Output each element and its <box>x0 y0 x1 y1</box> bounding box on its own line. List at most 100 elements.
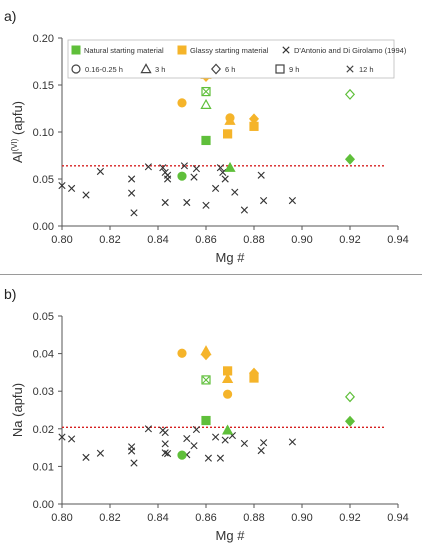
data-point-glassy-triangle <box>224 114 236 125</box>
data-point-literature-x <box>164 450 172 458</box>
legend-label: 0.16-0.25 h <box>85 65 123 74</box>
legend-marker <box>140 63 152 74</box>
data-point-literature-x <box>58 433 66 441</box>
y-tick-label: 0.20 <box>33 33 54 45</box>
legend-entry-duration: 12 h <box>346 65 374 74</box>
data-point-literature-x <box>161 198 169 207</box>
data-point-literature-x <box>58 181 66 190</box>
data-point-literature-x <box>128 447 136 455</box>
data-point-natural-triangle <box>224 161 236 172</box>
data-point-natural-diamond <box>344 391 356 403</box>
y-tick-label: 0.02 <box>33 424 54 436</box>
data-point-literature-x <box>190 442 198 450</box>
x-tick-label: 0.80 <box>51 234 72 246</box>
data-point-literature-x <box>219 168 227 177</box>
data-point-literature-x <box>164 175 172 183</box>
data-point-literature-x <box>192 165 200 173</box>
data-point-literature-x <box>180 162 188 170</box>
y-tick-label: 0.00 <box>33 221 54 233</box>
data-point-natural-diamond <box>344 153 356 165</box>
x-tick-label: 0.86 <box>195 234 216 246</box>
x-tick-label: 0.92 <box>339 234 360 246</box>
data-point-natural-diamond <box>344 88 356 100</box>
data-point-glassy-square <box>223 129 233 139</box>
legend-marker <box>71 45 81 55</box>
data-point-natural-circle <box>177 171 187 181</box>
y-tick-label: 0.05 <box>33 174 54 186</box>
legend-marker <box>210 63 222 75</box>
data-point-literature-x <box>128 175 136 183</box>
panel-label-b: b) <box>4 286 17 302</box>
data-point-glassy-diamond <box>200 349 212 361</box>
y-tick-label: 0.00 <box>33 499 54 511</box>
data-point-glassy-circle <box>177 348 187 358</box>
data-point-literature-x <box>212 433 220 441</box>
data-point-literature-x <box>240 206 248 214</box>
y-tick-label: 0.04 <box>33 349 54 361</box>
panel-b: b) 0.80 0.82 0.84 0.86 0.88 0.90 0.92 0.94 0.00 0… <box>0 278 422 550</box>
panel-label-a: a) <box>4 8 17 24</box>
legend-label: 9 h <box>289 65 299 74</box>
legend-label: Natural starting material <box>84 46 164 55</box>
data-point-literature-x <box>221 436 229 444</box>
y-tick-label: 0.05 <box>33 311 54 323</box>
data-point-glassy-square <box>249 373 259 383</box>
legend-entry-duration: 3 h <box>140 63 165 74</box>
data-point-natural-square <box>201 135 211 146</box>
panel-divider <box>0 274 422 275</box>
data-point-literature-x <box>192 425 200 434</box>
data-point-literature-x <box>82 191 90 199</box>
y-axis-label: Na (apfu) <box>10 383 25 437</box>
data-point-literature-x <box>68 184 76 192</box>
x-tick-label: 0.80 <box>51 512 72 524</box>
data-point-natural-x <box>202 87 210 96</box>
legend-label: D'Antonio and Di Girolamo (1994) <box>294 46 407 55</box>
x-tick-label: 0.84 <box>147 234 168 246</box>
data-point-literature-x <box>216 454 224 462</box>
legend-marker <box>71 64 81 74</box>
data-point-literature-x <box>260 439 268 447</box>
legend-entry-duration: 0.16-0.25 h <box>71 64 123 74</box>
data-point-literature-x <box>128 189 136 197</box>
data-point-natural-circle <box>177 450 187 460</box>
data-point-literature-x <box>161 428 169 437</box>
data-point-literature-x <box>96 167 104 176</box>
data-point-natural-diamond <box>344 415 356 427</box>
data-point-literature-x <box>130 459 138 467</box>
x-tick-label: 0.84 <box>147 512 168 524</box>
y-tick-label: 0.03 <box>33 386 54 398</box>
x-tick-label: 0.82 <box>99 234 120 246</box>
data-point-literature-x <box>161 440 169 448</box>
data-point-literature-x <box>288 438 296 446</box>
x-tick-label: 0.90 <box>291 234 312 246</box>
x-axis-label: Mg # <box>216 528 246 543</box>
legend: Natural starting material Glassy starting… <box>67 39 407 79</box>
data-point-literature-x <box>68 435 76 443</box>
legend-marker <box>177 45 187 55</box>
na-chart: 0.80 0.82 0.84 0.86 0.88 0.90 0.92 0.94 0.00 0.01… <box>10 311 409 543</box>
data-point-literature-x <box>204 454 212 462</box>
data-point-literature-x <box>96 449 104 457</box>
data-point-literature-x <box>159 164 167 172</box>
x-tick-label: 0.88 <box>243 234 264 246</box>
data-point-literature-x <box>190 173 198 181</box>
data-point-glassy-circle <box>223 389 233 399</box>
legend-entry-source: D'Antonio and Di Girolamo (1994) <box>282 46 407 55</box>
legend-entry-source: Glassy starting material <box>177 45 269 55</box>
legend-entry-source: Natural starting material <box>71 45 164 55</box>
al-vi-chart: 0.80 0.82 0.84 0.86 0.88 0.90 0.92 0.94 0.00 0.05… <box>10 33 409 265</box>
y-axis-label: Al(VI) (apfu) <box>10 101 25 163</box>
x-tick-label: 0.82 <box>99 512 120 524</box>
y-tick-label: 0.10 <box>33 127 54 139</box>
y-tick-label: 0.15 <box>33 80 54 92</box>
data-point-literature-x <box>144 425 152 433</box>
data-point-literature-x <box>257 447 265 455</box>
data-point-literature-x <box>212 184 220 192</box>
legend-label: Glassy starting material <box>190 46 269 55</box>
data-point-literature-x <box>183 198 191 207</box>
x-tick-label: 0.94 <box>387 512 408 524</box>
legend-label: 12 h <box>359 65 374 74</box>
data-point-literature-x <box>130 209 138 217</box>
x-axis-label: Mg # <box>216 250 246 265</box>
